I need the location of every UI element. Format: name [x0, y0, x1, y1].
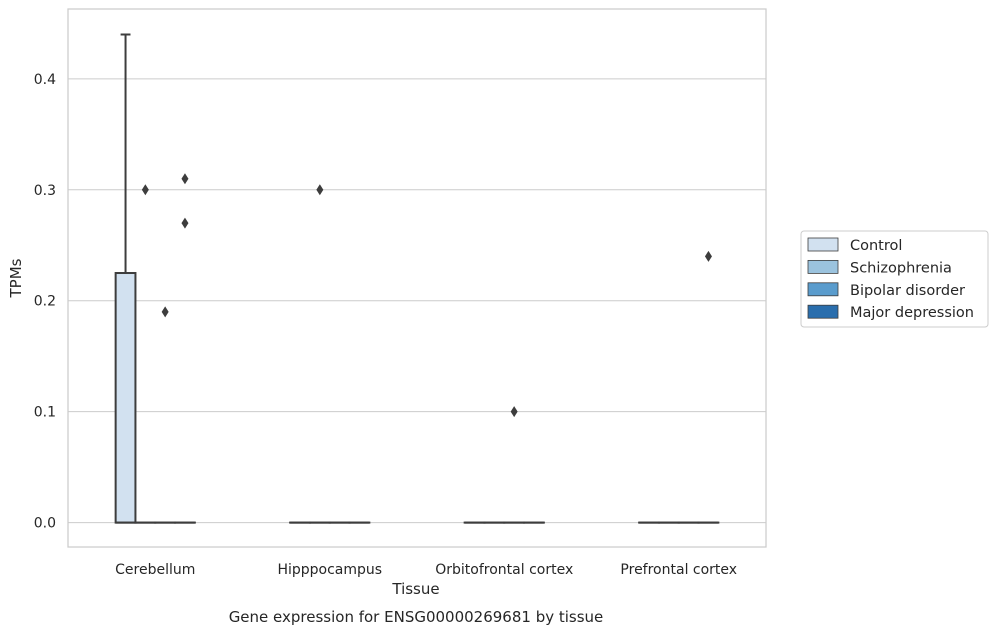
outlier-point	[181, 173, 189, 185]
legend-label: Control	[850, 238, 902, 254]
x-tick-label: Hipppocampus	[277, 562, 382, 578]
y-tick-label: 0.2	[34, 294, 56, 310]
outlier-point	[704, 250, 712, 262]
y-tick-label: 0.1	[34, 405, 56, 421]
y-axis-label: TPMs	[7, 258, 25, 298]
y-tick-label: 0.3	[34, 183, 56, 199]
outlier-point	[141, 184, 149, 196]
boxes	[114, 33, 720, 524]
box	[114, 272, 137, 524]
legend-swatch	[807, 304, 839, 319]
legend-swatch	[807, 259, 839, 274]
legend: Control Schizophrenia Bipolar disorder Majo…	[800, 230, 989, 328]
x-tick-label: Cerebellum	[115, 562, 195, 578]
outlier-point	[316, 184, 324, 196]
legend-frame	[800, 230, 989, 328]
plot-frame	[67, 8, 767, 548]
legend-swatch	[807, 237, 839, 252]
x-tick-label: Orbitofrontal cortex	[435, 562, 573, 578]
x-axis-label: Tissue	[391, 580, 439, 598]
legend-swatch	[807, 282, 839, 297]
outlier-point	[181, 217, 189, 229]
legend-items: Control Schizophrenia Bipolar disorder Majo…	[807, 237, 974, 321]
y-axis-ticks: 0.0 0.1 0.2 0.3 0.4	[34, 72, 56, 532]
x-axis-ticks: Cerebellum Hipppocampus Orbitofrontal cort…	[115, 562, 737, 578]
outlier-point	[510, 406, 518, 418]
chart-caption: Gene expression for ENSG00000269681 by t…	[229, 608, 604, 626]
y-tick-label: 0.0	[34, 516, 56, 532]
legend-label: Bipolar disorder	[850, 283, 965, 299]
legend-label: Schizophrenia	[850, 260, 952, 276]
outlier-point	[161, 306, 169, 318]
legend-label: Major depression	[850, 305, 974, 321]
x-tick-label: Prefrontal cortex	[620, 562, 737, 578]
plot-area	[67, 8, 767, 548]
y-tick-label: 0.4	[34, 72, 56, 88]
